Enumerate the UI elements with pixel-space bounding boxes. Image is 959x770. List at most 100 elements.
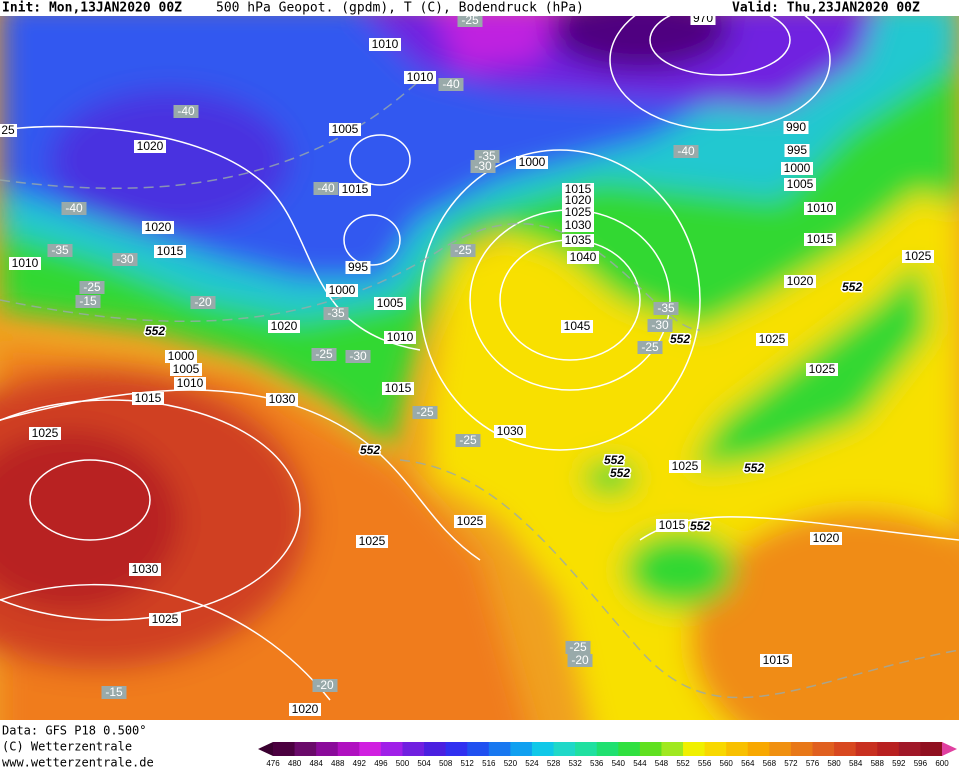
colorbar-swatch <box>467 742 490 756</box>
colorbar-swatch <box>920 742 943 756</box>
temperature-label: -20 <box>316 678 334 692</box>
isobar-label-bg <box>656 519 688 532</box>
isobar-label: 1000 <box>168 349 195 363</box>
map-labels: 1010101010051020101510001015102010251030… <box>0 11 934 716</box>
colorbar-end <box>258 742 273 756</box>
isobar-label: 1005 <box>173 362 200 376</box>
colorbar-label: 524 <box>525 759 539 768</box>
temperature-label-bg <box>190 296 216 309</box>
temperature-label-bg <box>323 307 349 320</box>
isobar-label-bg <box>902 250 934 263</box>
colorbar-label: 564 <box>741 759 755 768</box>
geopotential-label: 552 <box>842 280 862 294</box>
temperature-label-bg <box>412 406 438 419</box>
temperature-label-bg <box>345 350 371 363</box>
colorbar-end <box>942 742 957 756</box>
isobar-label-bg <box>369 38 401 51</box>
isobar-label-bg <box>669 460 701 473</box>
colorbar-label: 504 <box>417 759 431 768</box>
colorbar-swatch <box>639 742 662 756</box>
temperature-label: -20 <box>194 295 212 309</box>
temperature-label: -15 <box>79 294 97 308</box>
geopotential-label: 552 <box>690 519 710 533</box>
temperature-label-bg <box>567 654 593 667</box>
geopotential-label: 552 <box>604 453 624 467</box>
colorbar-label: 532 <box>568 759 582 768</box>
isobar-label-bg <box>806 363 838 376</box>
colorbar-label: 552 <box>676 759 690 768</box>
colorbar-swatch <box>618 742 641 756</box>
isobar-label: 1000 <box>329 283 356 297</box>
isobar-label: 1010 <box>387 330 414 344</box>
colorbar-label: 512 <box>461 759 475 768</box>
colorbar-swatch <box>575 742 598 756</box>
colorbar-swatch <box>855 742 878 756</box>
temperature-label: -15 <box>105 685 123 699</box>
geopotential-label: 552 <box>670 332 690 346</box>
geopotential-label: 552 <box>145 324 165 338</box>
isobar-label-bg <box>132 392 164 405</box>
isobar-label: 1020 <box>813 531 840 545</box>
isobar-label: 1005 <box>332 122 359 136</box>
isobar-label-bg <box>810 532 842 545</box>
isobar-label: 1015 <box>565 182 592 196</box>
temperature-label-bg <box>79 281 105 294</box>
isobar-label-bg <box>494 425 526 438</box>
colorbar-label: 568 <box>763 759 777 768</box>
isobar-label-bg <box>329 123 361 136</box>
isobar-label: 1020 <box>145 220 172 234</box>
colorbar-swatch <box>273 742 296 756</box>
temperature-label: -25 <box>569 640 587 654</box>
isobar-label: 1045 <box>564 319 591 333</box>
isobar-label: 1015 <box>157 244 184 258</box>
temperature-label: -40 <box>442 77 460 91</box>
temperature-label: -35 <box>478 149 496 163</box>
isobar-label: 970 <box>693 11 713 25</box>
colorbar-label: 592 <box>892 759 906 768</box>
isotherms <box>0 79 959 699</box>
colorbar-label: 516 <box>482 759 496 768</box>
temperature-label-bg <box>311 348 337 361</box>
isobar-label: 1010 <box>807 201 834 215</box>
isobar-label-bg <box>382 382 414 395</box>
isobar-label: 25 <box>1 123 15 137</box>
isobar-label-bg <box>174 377 206 390</box>
colorbar-label: 588 <box>871 759 885 768</box>
temperature-label: -30 <box>651 318 669 332</box>
colorbar-label: 596 <box>914 759 928 768</box>
temperature-label-bg <box>101 686 127 699</box>
isobar-label: 1005 <box>787 177 814 191</box>
colorbar-swatch <box>380 742 403 756</box>
temperature-label-bg <box>653 302 679 315</box>
isobar-label: 1010 <box>177 376 204 390</box>
colorbar-swatch <box>402 742 425 756</box>
isobar-label-bg <box>345 261 371 274</box>
temperature-label-bg <box>75 295 101 308</box>
isobar-label: 1025 <box>809 362 836 376</box>
colorbar-swatch <box>704 742 727 756</box>
temperature-label: -25 <box>416 405 434 419</box>
isobar-label: 1030 <box>269 392 296 406</box>
colorbar-label: 520 <box>504 759 518 768</box>
colorbar-label: 548 <box>655 759 669 768</box>
temperature-label-bg <box>647 319 673 332</box>
temperature-label: -30 <box>116 252 134 266</box>
colorbar-swatch <box>812 742 835 756</box>
colorbar-swatch <box>747 742 770 756</box>
temperature-label: -40 <box>65 201 83 215</box>
data-source: Data: GFS P18 0.500° <box>2 724 147 738</box>
isobar-label: 995 <box>348 260 368 274</box>
temperature-label-bg <box>474 150 500 163</box>
isobar-label: 1025 <box>565 205 592 219</box>
colorbar-label: 572 <box>784 759 798 768</box>
isobar-label-bg <box>760 654 792 667</box>
temperature-label-bg <box>637 341 663 354</box>
isobar-label: 1030 <box>565 218 592 232</box>
colorbar-label: 576 <box>806 759 820 768</box>
isobar-label: 1020 <box>565 193 592 207</box>
temperature-label: -25 <box>83 280 101 294</box>
temperature-label: -40 <box>177 104 195 118</box>
colorbar-swatch <box>726 742 749 756</box>
colorbar-swatch <box>683 742 706 756</box>
isobar-label: 1035 <box>565 233 592 247</box>
